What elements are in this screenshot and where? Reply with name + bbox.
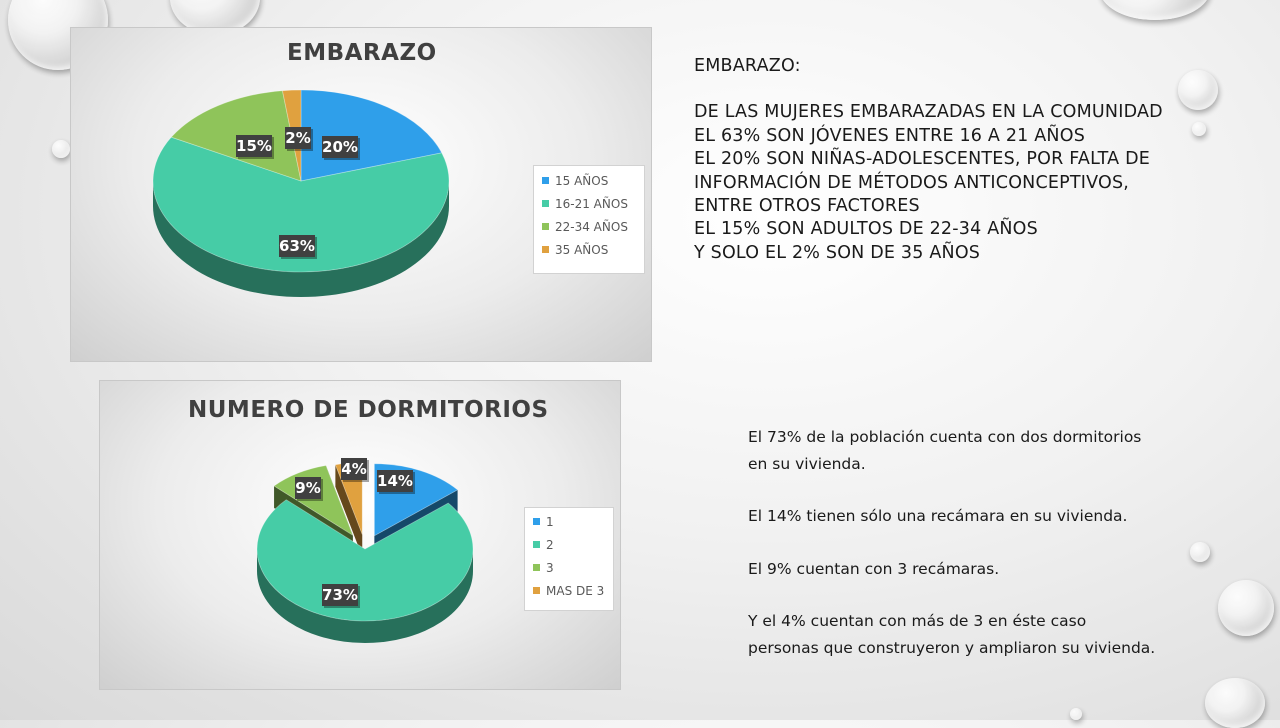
legend-label: 2 [546,537,554,552]
data-label-box [279,235,315,257]
chart-legend: 15 AÑOS 16-21 AÑOS 22-34 AÑOS 35 AÑOS [533,165,645,274]
chart-title: NUMERO DE DORMITORIOS [188,397,549,423]
legend-swatch [542,177,549,184]
pie-chart-dormitorios: 14% 73% 9% 4% [256,458,474,643]
text-line: EL 15% SON ADULTOS DE 22-34 AÑOS [694,219,1038,240]
legend-label: 15 AÑOS [555,173,609,188]
legend-swatch [542,246,549,253]
text-line: EL 20% SON NIÑAS-ADOLESCENTES, POR FALTA… [694,149,1151,170]
text-line: Y el 4% cuentan con más de 3 en éste cas… [748,612,1087,630]
legend-item: 15 AÑOS [534,169,644,192]
chart-embarazo: EMBARAZO 20% 63% 15% 2% 15 AÑOS 16-21 AÑOS … [70,27,652,362]
pie-slice-side [153,181,449,297]
pie-chart-embarazo: 20% 63% 15% 2% [152,89,450,297]
water-drop [1192,122,1206,136]
legend-item: 2 [525,533,613,556]
chart-dormitorios: NUMERO DE DORMITORIOS 14% 73% 9% 4% 1 2 3 M… [99,380,621,690]
legend-item: 35 AÑOS [534,238,644,261]
data-label: 2% [285,129,310,147]
data-label: 63% [279,237,315,255]
data-label: 4% [341,460,366,478]
text-line: EMBARAZO: [694,56,801,76]
data-label: 73% [322,586,358,604]
data-label-box [377,470,413,492]
water-drop [1100,0,1210,20]
legend-label: MAS DE 3 [546,583,605,598]
text-line: DE LAS MUJERES EMBARAZADAS EN LA COMUNID… [694,102,1163,123]
pie-slice-side [257,549,473,643]
legend-swatch [533,541,540,548]
text-line: El 73% de la población cuenta con dos do… [748,428,1142,446]
water-drop [1178,70,1218,110]
legend-swatch [533,518,540,525]
chart-legend: 1 2 3 MAS DE 3 [524,507,614,611]
legend-item: 3 [525,556,613,579]
legend-swatch [542,223,549,230]
data-label-box [285,127,311,149]
text-line: El 9% cuentan con 3 recámaras. [748,559,1000,578]
data-label-box [322,584,358,606]
legend-label: 1 [546,514,554,529]
water-drop [1218,580,1274,636]
text-line: ENTRE OTROS FACTORES [694,196,920,217]
data-label: 20% [322,138,358,156]
data-label-box [295,477,321,499]
water-drop [1190,542,1210,562]
text-line: EL 63% SON JÓVENES ENTRE 16 A 21 AÑOS [694,125,1085,146]
pie-slice [152,136,450,273]
text-line: personas que construyeron y ampliaron su… [748,638,1156,657]
bedrooms-description: El 73% de la población cuenta con dos do… [748,424,1268,661]
water-drop [1070,708,1082,720]
pie-slice [273,465,354,537]
legend-swatch [533,587,540,594]
legend-swatch [533,564,540,571]
legend-label: 16-21 AÑOS [555,196,628,211]
water-drop [1205,678,1265,728]
pie-slice [300,89,443,182]
pie-slice-side [335,464,363,557]
water-drop [52,140,70,158]
legend-swatch [542,200,549,207]
legend-item: 22-34 AÑOS [534,215,644,238]
text-line: Y SOLO EL 2% SON DE 35 AÑOS [694,242,981,263]
legend-item: 16-21 AÑOS [534,192,644,215]
data-label-box [322,136,358,158]
chart-title: EMBARAZO [287,40,437,66]
data-label-box [341,458,367,480]
legend-label: 22-34 AÑOS [555,219,628,234]
legend-item: MAS DE 3 [525,579,613,602]
text-line: en su vivienda. [748,454,866,473]
text-line: INFORMACIÓN DE MÉTODOS ANTICONCEPTIVOS, [694,172,1130,193]
legend-item: 1 [525,510,613,533]
data-label: 15% [236,137,272,155]
legend-label: 3 [546,560,554,575]
text-line: El 14% tienen sólo una recámara en su vi… [748,507,1128,525]
pie-slice [256,499,474,622]
legend-label: 35 AÑOS [555,242,609,257]
data-label: 9% [295,479,320,497]
data-label-box [236,135,272,157]
pregnancy-description: EMBARAZO: DE LAS MUJERES EMBARAZADAS EN … [694,55,1234,265]
data-label: 14% [377,472,413,490]
